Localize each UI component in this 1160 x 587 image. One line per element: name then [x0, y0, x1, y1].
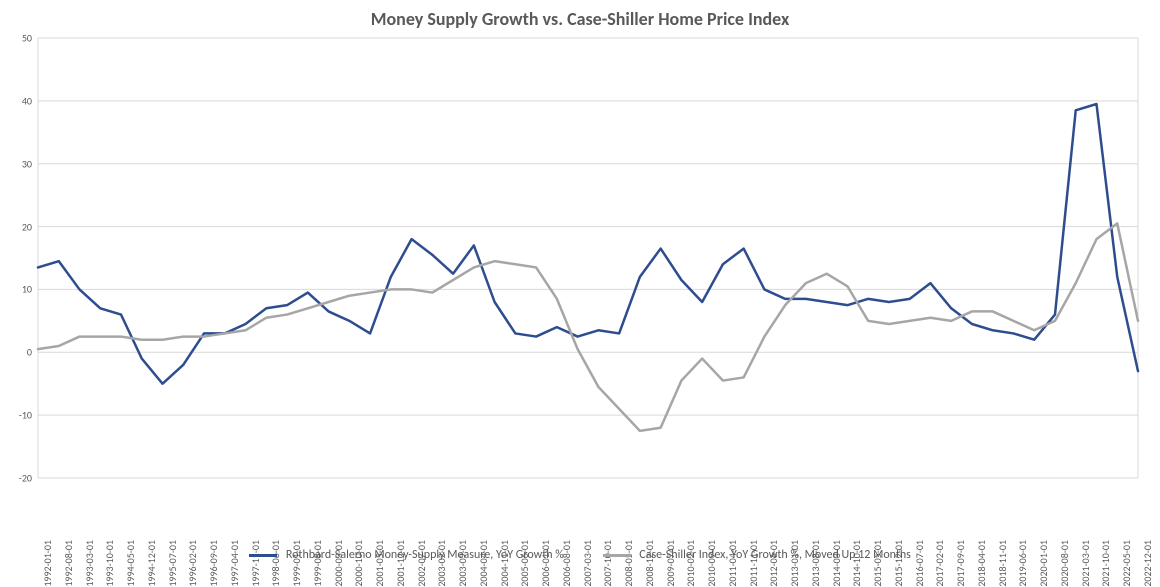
series-line-0: [38, 104, 1138, 384]
legend-swatch-2: [603, 554, 631, 557]
x-tick-label: 2020-01-01: [1037, 540, 1050, 587]
chart-title: Money Supply Growth vs. Case-Shiller Hom…: [0, 8, 1160, 30]
x-tick-label: 2002-07-01: [415, 540, 428, 587]
x-tick-label: 2005-06-01: [518, 540, 531, 587]
x-tick-label: 1998-06-01: [269, 540, 282, 587]
x-tick-label: 2017-09-01: [954, 540, 967, 587]
x-tick-label: 1999-01-01: [290, 540, 303, 587]
x-tick-label: 2000-03-01: [332, 540, 345, 587]
x-tick-label: 2013-08-01: [809, 540, 822, 587]
x-tick-label: 2004-04-01: [477, 540, 490, 587]
y-tick-label: 0: [0, 346, 32, 359]
x-tick-label: 2009-07-01: [664, 540, 677, 587]
x-tick-label: 2011-04-01: [726, 540, 739, 587]
x-tick-label: 2018-11-01: [996, 540, 1009, 587]
x-tick-label: 1993-03-01: [83, 540, 96, 587]
x-tick-label: 2018-04-01: [975, 540, 988, 587]
x-tick-label: 2014-03-01: [830, 540, 843, 587]
y-tick-label: 50: [0, 32, 32, 45]
x-tick-label: 1996-02-01: [186, 540, 199, 587]
x-tick-label: 1996-09-01: [207, 540, 220, 587]
x-tick-label: 2014-10-01: [850, 540, 863, 587]
y-tick-label: -10: [0, 409, 32, 422]
legend: Rothbard-Salerno Money-Supply Measure, Y…: [0, 548, 1160, 562]
x-tick-label: 2016-07-01: [913, 540, 926, 587]
x-tick-label: 2006-01-01: [539, 540, 552, 587]
x-tick-label: 2003-02-01: [435, 540, 448, 587]
x-tick-label: 1993-10-01: [103, 540, 116, 587]
x-tick-label: 2008-05-01: [622, 540, 635, 587]
x-tick-label: 2011-11-01: [747, 540, 760, 587]
x-tick-label: 1995-07-01: [166, 540, 179, 587]
y-tick-label: 30: [0, 157, 32, 170]
y-tick-label: 10: [0, 283, 32, 296]
x-tick-label: 2007-10-01: [601, 540, 614, 587]
x-tick-label: 2001-12-01: [394, 540, 407, 587]
x-tick-label: 2006-08-01: [560, 540, 573, 587]
legend-item-series-2: Case-Shiller Index, YoY Growth %, Moved …: [603, 548, 911, 562]
x-tick-label: 1992-01-01: [41, 540, 54, 587]
x-tick-label: 2000-10-01: [352, 540, 365, 587]
x-tick-label: 2015-12-01: [892, 540, 905, 587]
plot-area: [38, 38, 1138, 478]
x-tick-label: 1992-08-01: [62, 540, 75, 587]
x-tick-label: 2022-12-01: [1141, 540, 1154, 587]
x-tick-label: 2021-10-01: [1099, 540, 1112, 587]
y-tick-label: 40: [0, 94, 32, 107]
x-tick-label: 2013-01-01: [788, 540, 801, 587]
x-tick-label: 2008-12-01: [643, 540, 656, 587]
x-tick-label: 2007-03-01: [581, 540, 594, 587]
chart-svg: [38, 38, 1138, 478]
series-line-1: [38, 223, 1138, 430]
legend-swatch-1: [249, 554, 277, 557]
legend-label-2: Case-Shiller Index, YoY Growth %, Moved …: [639, 548, 911, 562]
x-axis-labels: 1992-01-011992-08-011993-03-011993-10-01…: [38, 482, 1138, 542]
y-tick-label: -20: [0, 472, 32, 485]
x-tick-label: 1997-04-01: [228, 540, 241, 587]
x-tick-label: 2003-09-01: [456, 540, 469, 587]
x-tick-label: 2015-05-01: [871, 540, 884, 587]
legend-label-1: Rothbard-Salerno Money-Supply Measure, Y…: [286, 548, 564, 562]
x-tick-label: 2017-02-01: [933, 540, 946, 587]
x-tick-label: 2001-05-01: [373, 540, 386, 587]
x-tick-label: 2012-06-01: [767, 540, 780, 587]
x-tick-label: 1997-11-01: [249, 540, 262, 587]
x-tick-label: 2020-08-01: [1058, 540, 1071, 587]
x-tick-label: 2021-03-01: [1079, 540, 1092, 587]
chart-container: Money Supply Growth vs. Case-Shiller Hom…: [0, 0, 1160, 566]
x-tick-label: 2022-05-01: [1120, 540, 1133, 587]
x-tick-label: 1999-08-01: [311, 540, 324, 587]
x-tick-label: 2010-02-01: [684, 540, 697, 587]
x-tick-label: 2019-06-01: [1016, 540, 1029, 587]
legend-item-series-1: Rothbard-Salerno Money-Supply Measure, Y…: [249, 548, 564, 562]
x-tick-label: 2010-09-01: [705, 540, 718, 587]
x-tick-label: 1994-12-01: [145, 540, 158, 587]
x-tick-label: 1994-05-01: [124, 540, 137, 587]
y-tick-label: 20: [0, 220, 32, 233]
x-tick-label: 2004-11-01: [498, 540, 511, 587]
